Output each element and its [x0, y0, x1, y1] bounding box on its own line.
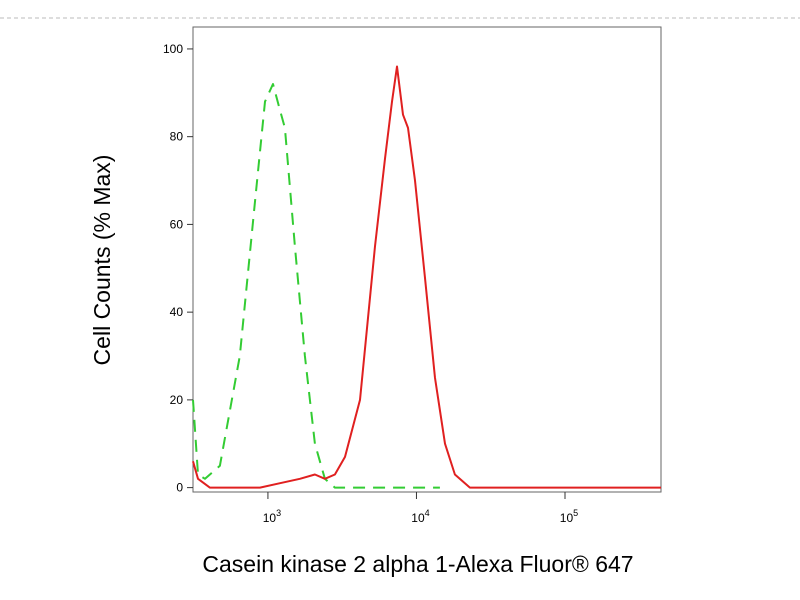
x-tick-exponent: 4	[425, 508, 430, 518]
y-tick-label: 60	[170, 217, 184, 231]
histogram-line	[192, 83, 440, 489]
x-tick-exponent: 5	[573, 508, 578, 518]
y-tick-label: 40	[170, 305, 184, 319]
x-tick-exponent: 3	[276, 508, 281, 518]
x-tick-base: 10	[560, 511, 574, 525]
y-tick-label: 0	[176, 481, 183, 495]
x-tick-label: 105	[560, 508, 578, 525]
y-axis-label: Cell Counts (% Max)	[89, 155, 115, 366]
plot-frame	[192, 26, 662, 493]
x-tick-label: 103	[263, 508, 281, 525]
x-tick-base: 10	[411, 511, 425, 525]
x-tick-base: 10	[263, 511, 277, 525]
y-tick-label: 20	[170, 393, 184, 407]
y-tick-label: 100	[163, 42, 183, 56]
histogram-line	[192, 65, 661, 489]
x-tick-label: 104	[411, 508, 429, 525]
y-tick-label: 80	[170, 130, 184, 144]
x-axis-label: Casein kinase 2 alpha 1-Alexa Fluor® 647	[202, 551, 633, 577]
